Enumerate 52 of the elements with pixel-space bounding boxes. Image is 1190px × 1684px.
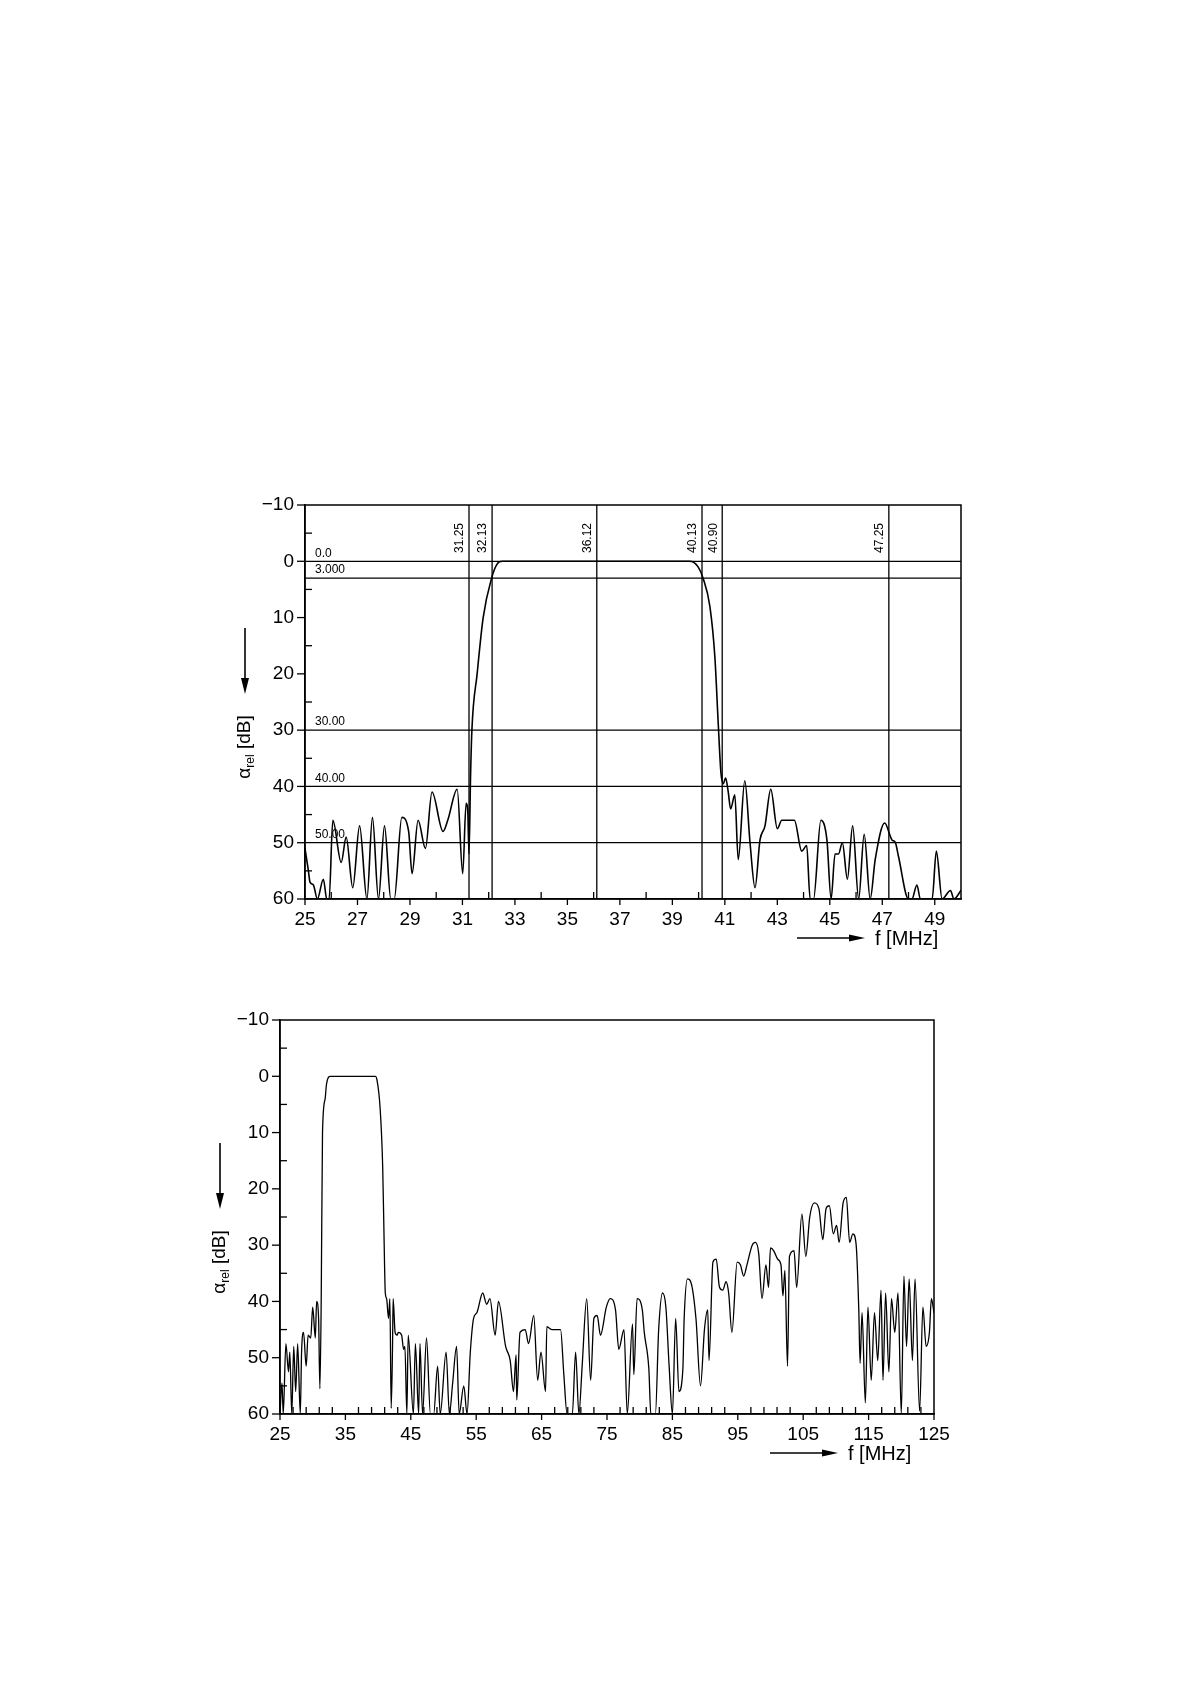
y-tick-label: 40 xyxy=(272,774,294,796)
y-tick-label: 30 xyxy=(272,718,294,740)
x-tick-label: 27 xyxy=(346,907,369,929)
ref-line-label: 31.25 xyxy=(452,522,467,553)
x-tick-label: 75 xyxy=(596,1422,618,1444)
ref-line-label: 40.90 xyxy=(705,522,720,553)
x-tick-label: 29 xyxy=(399,907,421,929)
y-tick-label: 20 xyxy=(272,662,294,684)
x-tick-label: 105 xyxy=(787,1422,820,1444)
x-tick-label: 55 xyxy=(465,1422,487,1444)
x-tick-label: 85 xyxy=(661,1422,683,1444)
x-axis-title: f [MHz] xyxy=(875,927,939,949)
x-tick-label: 39 xyxy=(661,907,683,929)
x-tick-label: 95 xyxy=(727,1422,749,1444)
y-tick-label: 40 xyxy=(247,1289,269,1311)
ref-line-label: 3.000 xyxy=(315,562,346,577)
y-tick-label: −10 xyxy=(236,1008,269,1030)
ref-line-label: 32.13 xyxy=(475,522,490,553)
ref-line-label: 40.13 xyxy=(685,522,700,553)
y-tick-label: 60 xyxy=(247,1402,269,1424)
x-tick-label: 25 xyxy=(294,907,316,929)
x-tick-label: 37 xyxy=(609,907,631,929)
ref-line-label: 36.12 xyxy=(580,522,595,553)
x-tick-label: 35 xyxy=(334,1422,356,1444)
x-tick-label: 35 xyxy=(556,907,578,929)
x-tick-label: 125 xyxy=(918,1422,950,1444)
x-tick-label: 47 xyxy=(871,907,893,929)
y-tick-label: −10 xyxy=(261,493,294,515)
x-tick-label: 31 xyxy=(451,907,474,929)
y-tick-label: 50 xyxy=(272,830,294,852)
x-tick-label: 43 xyxy=(766,907,788,929)
x-tick-label: 49 xyxy=(924,907,946,929)
ref-line-label: 40.00 xyxy=(315,770,346,785)
ref-line-label: 30.00 xyxy=(315,714,346,729)
x-tick-label: 65 xyxy=(531,1422,553,1444)
x-tick-label: 25 xyxy=(269,1422,291,1444)
ref-line-label: 47.25 xyxy=(872,522,887,553)
y-tick-label: 10 xyxy=(272,605,294,627)
x-tick-label: 33 xyxy=(504,907,526,929)
x-tick-label: 41 xyxy=(714,907,736,929)
x-tick-label: 115 xyxy=(853,1422,884,1444)
x-tick-label: 45 xyxy=(400,1422,422,1444)
y-tick-label: 0 xyxy=(258,1064,269,1086)
y-tick-label: 20 xyxy=(247,1177,269,1199)
y-tick-label: 60 xyxy=(272,887,294,909)
x-tick-label: 45 xyxy=(819,907,841,929)
y-tick-label: 10 xyxy=(247,1120,269,1142)
ref-line-label: 0.0 xyxy=(315,545,333,560)
y-tick-label: 0 xyxy=(283,549,294,571)
y-tick-label: 30 xyxy=(247,1233,269,1255)
y-tick-label: 50 xyxy=(247,1345,269,1367)
x-axis-title: f [MHz] xyxy=(848,1442,912,1464)
